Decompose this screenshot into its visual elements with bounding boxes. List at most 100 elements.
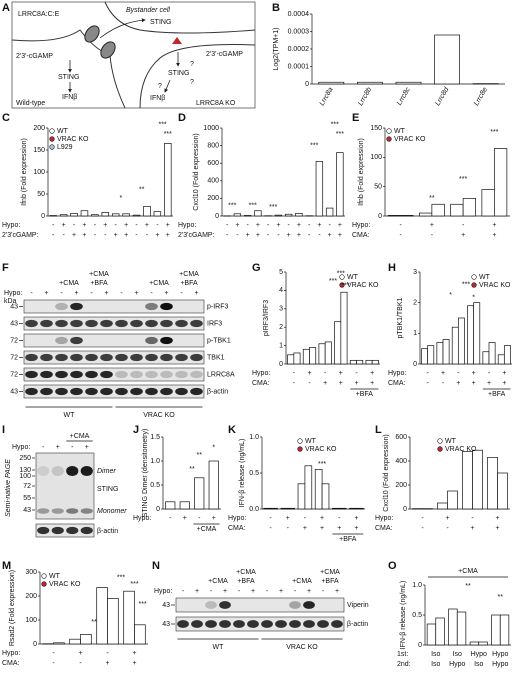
y-tick-label: 50: [37, 191, 45, 198]
blot-band: [219, 620, 231, 628]
blot-band: [289, 620, 301, 628]
blot-band: [85, 387, 98, 396]
treatment-label: +CMA: [208, 578, 228, 585]
lane-sign: +: [307, 588, 311, 595]
bar: [442, 339, 450, 365]
blot-band: [115, 353, 128, 362]
condition-sign: +: [72, 232, 76, 239]
condition-sign: -: [446, 525, 449, 532]
bar: [325, 207, 334, 217]
channel-icon: [84, 25, 100, 43]
condition-sign: -: [115, 222, 118, 229]
lane-sign: +: [195, 588, 199, 595]
condition-sign: +: [370, 370, 374, 377]
condition-sign: Iso: [431, 661, 440, 668]
blot-strip: [23, 350, 205, 365]
y-tick-label: 0.0001: [288, 63, 310, 70]
ifn-label: IFNβ: [62, 94, 77, 101]
unknown-mark: ?: [158, 83, 162, 90]
bar: [91, 214, 99, 217]
condition-sign: +: [354, 380, 358, 387]
condition-sign: -: [267, 222, 270, 229]
y-tick-label: 0: [403, 506, 407, 513]
blot-band: [145, 336, 158, 345]
y-tick-label: 200: [207, 195, 219, 202]
blot-band: [175, 387, 188, 396]
group-label: WT: [213, 644, 225, 651]
legend-label: WT: [347, 274, 359, 281]
condition-sign: -: [169, 515, 172, 522]
significance: **: [91, 619, 97, 626]
condition-sign: -: [304, 515, 307, 522]
condition-sign: -: [426, 370, 429, 377]
panel-letter: G: [252, 262, 261, 274]
condition-sign: Iso: [453, 651, 462, 658]
band-label: β-actin: [347, 621, 368, 628]
y-tick-label: 0.5: [412, 612, 422, 619]
treatment-label: +BFA: [90, 280, 108, 287]
blot-strip: [23, 333, 205, 348]
condition-sign: +: [492, 232, 496, 239]
panel-letter: F: [2, 262, 9, 274]
condition-sign: +: [82, 222, 86, 229]
bar: [254, 210, 262, 217]
condition-label: 2'3'cGAMP:: [178, 232, 215, 239]
legend-label: WT: [305, 438, 317, 445]
bar: [336, 152, 344, 217]
legend-marker: [386, 128, 392, 134]
condition-sign: +: [155, 232, 159, 239]
condition-sign: -: [399, 222, 402, 229]
bar: [371, 359, 379, 365]
marker-label: 130: [19, 467, 31, 474]
unknown-mark: ?: [190, 61, 194, 68]
significance: ***: [228, 202, 236, 209]
bar: [101, 212, 110, 217]
group-label: +BFA: [356, 391, 374, 398]
band-label: β-actin: [97, 528, 118, 535]
condition-sign: +: [103, 222, 107, 229]
y-axis-label: pIRF3/IRF3: [263, 300, 270, 336]
condition-sign: +: [487, 380, 491, 387]
condition-sign: Iso: [431, 651, 440, 658]
legend-label: WT: [394, 128, 406, 135]
significance: ***: [337, 271, 345, 278]
significance: ***: [139, 601, 147, 608]
lane-sign: +: [74, 290, 78, 297]
y-tick-label: 0: [33, 641, 37, 648]
condition-sign: -: [73, 222, 76, 229]
x-tick-label: Lrrc8b: [357, 86, 373, 107]
bar: [462, 451, 473, 510]
marker-label: 72: [23, 483, 31, 490]
blot-strip: [175, 597, 345, 613]
y-tick-label: 0.0003: [288, 28, 310, 35]
treatment-label: +CMA: [70, 433, 90, 440]
y-axis-label: Ifnb (Fold expression): [21, 138, 28, 206]
significance: ***: [459, 176, 467, 183]
panel-letter: D: [178, 112, 186, 124]
bar: [451, 326, 459, 365]
condition-sign: -: [293, 370, 296, 377]
treatment-label: +BFA: [180, 280, 198, 287]
bar: [96, 587, 108, 645]
lane-sign: -: [90, 290, 93, 297]
row-label: Hypo:: [12, 444, 30, 451]
bar: [280, 507, 289, 510]
condition-sign: -: [52, 232, 55, 239]
condition-sign: Hypo: [471, 651, 487, 658]
band-label: Viperin: [347, 602, 369, 609]
panel-letter: A: [2, 2, 10, 14]
condition-sign: Hypo: [492, 651, 508, 658]
blot-band: [160, 370, 173, 379]
band-label: TBK1: [207, 354, 225, 361]
lane-sign: +: [279, 588, 283, 595]
condition-sign: +: [441, 370, 445, 377]
group-label: VRAC KO: [286, 644, 318, 651]
bar: [321, 483, 330, 510]
channel-icon: [100, 41, 116, 59]
condition-sign: +: [339, 380, 343, 387]
condition-sign: +: [297, 232, 301, 239]
blot-strip: [23, 299, 205, 314]
condition-sign: -: [106, 650, 109, 657]
y-tick-label: 300: [25, 569, 37, 576]
blot-band: [145, 302, 158, 311]
